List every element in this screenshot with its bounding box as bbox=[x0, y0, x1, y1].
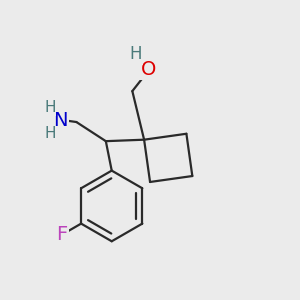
Text: H: H bbox=[44, 100, 56, 115]
Text: O: O bbox=[141, 59, 156, 79]
Text: H: H bbox=[44, 126, 56, 141]
Text: F: F bbox=[56, 225, 68, 244]
Text: H: H bbox=[129, 45, 142, 63]
Text: N: N bbox=[53, 111, 68, 130]
